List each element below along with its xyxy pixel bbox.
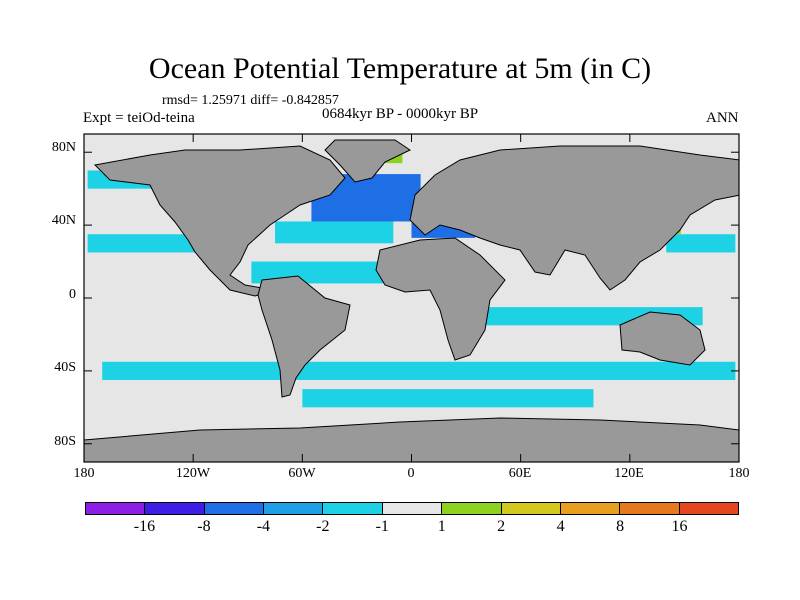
land-antarctica: [84, 417, 739, 462]
colorbar-box: [442, 503, 502, 514]
colorbar-label: 2: [497, 518, 506, 535]
experiment-label: Expt = teiOd-teina: [83, 110, 195, 126]
land-layer: [84, 139, 739, 462]
lat-label-80n: 80N: [51, 140, 76, 155]
land-africa: [375, 237, 506, 361]
colorbar-box: [560, 503, 621, 514]
lon-label-120e: 120E: [614, 466, 644, 481]
lon-label-0: 0: [407, 466, 415, 481]
colorbar-label: 1: [437, 518, 446, 535]
colorbar-label: 8: [616, 518, 625, 535]
land-greenland: [324, 139, 412, 183]
stats-text: rmsd= 1.25971 diff= -0.842857: [162, 93, 339, 108]
colorbar-box: [145, 503, 205, 514]
colorbar-box: [501, 503, 561, 514]
colorbar-label: 4: [556, 518, 565, 535]
cyan-north-pacific-west: [666, 234, 736, 253]
lat-label-40n: 40N: [51, 213, 76, 228]
season-label: ANN: [706, 110, 739, 126]
lon-label-60w: 60W: [288, 466, 316, 481]
cyan-north-atlantic: [275, 221, 394, 244]
lon-label-60e: 60E: [508, 466, 532, 481]
lat-label-40s: 40S: [54, 360, 76, 375]
cyan-southern-ocean-2: [302, 389, 594, 408]
lon-label-180e: 180: [728, 466, 750, 481]
colorbar-label: -4: [256, 518, 271, 535]
colorbar-box: [620, 503, 680, 514]
colorbar-label: 16: [671, 518, 688, 535]
colorbar-box: [204, 503, 265, 514]
period-label: 0684kyr BP - 0000kyr BP: [322, 106, 479, 122]
colorbar-label: -8: [197, 518, 211, 535]
colorbar-label: -16: [133, 518, 156, 535]
colorbar-box: [264, 503, 324, 514]
lat-label-80s: 80S: [54, 434, 76, 449]
lat-label-0: 0: [69, 287, 76, 302]
colorbar-label: -2: [316, 518, 330, 535]
colorbar-box: [86, 503, 146, 514]
land-north-america: [93, 145, 346, 297]
colorbar-label: -1: [375, 518, 389, 535]
colorbar-box: [679, 503, 738, 514]
colorbar: [85, 502, 739, 515]
colorbar-box: [323, 503, 383, 514]
colorbar-box: [382, 503, 443, 514]
lon-label-120w: 120W: [175, 466, 211, 481]
lon-label-180w: 180: [73, 466, 95, 481]
land-south-america: [257, 275, 351, 398]
chart-title: Ocean Potential Temperature at 5m (in C): [148, 52, 652, 85]
axis-ticks: [83, 134, 740, 462]
cyan-southern-ocean: [102, 361, 736, 380]
land-australia: [619, 311, 706, 366]
land-eurasia: [409, 145, 739, 291]
